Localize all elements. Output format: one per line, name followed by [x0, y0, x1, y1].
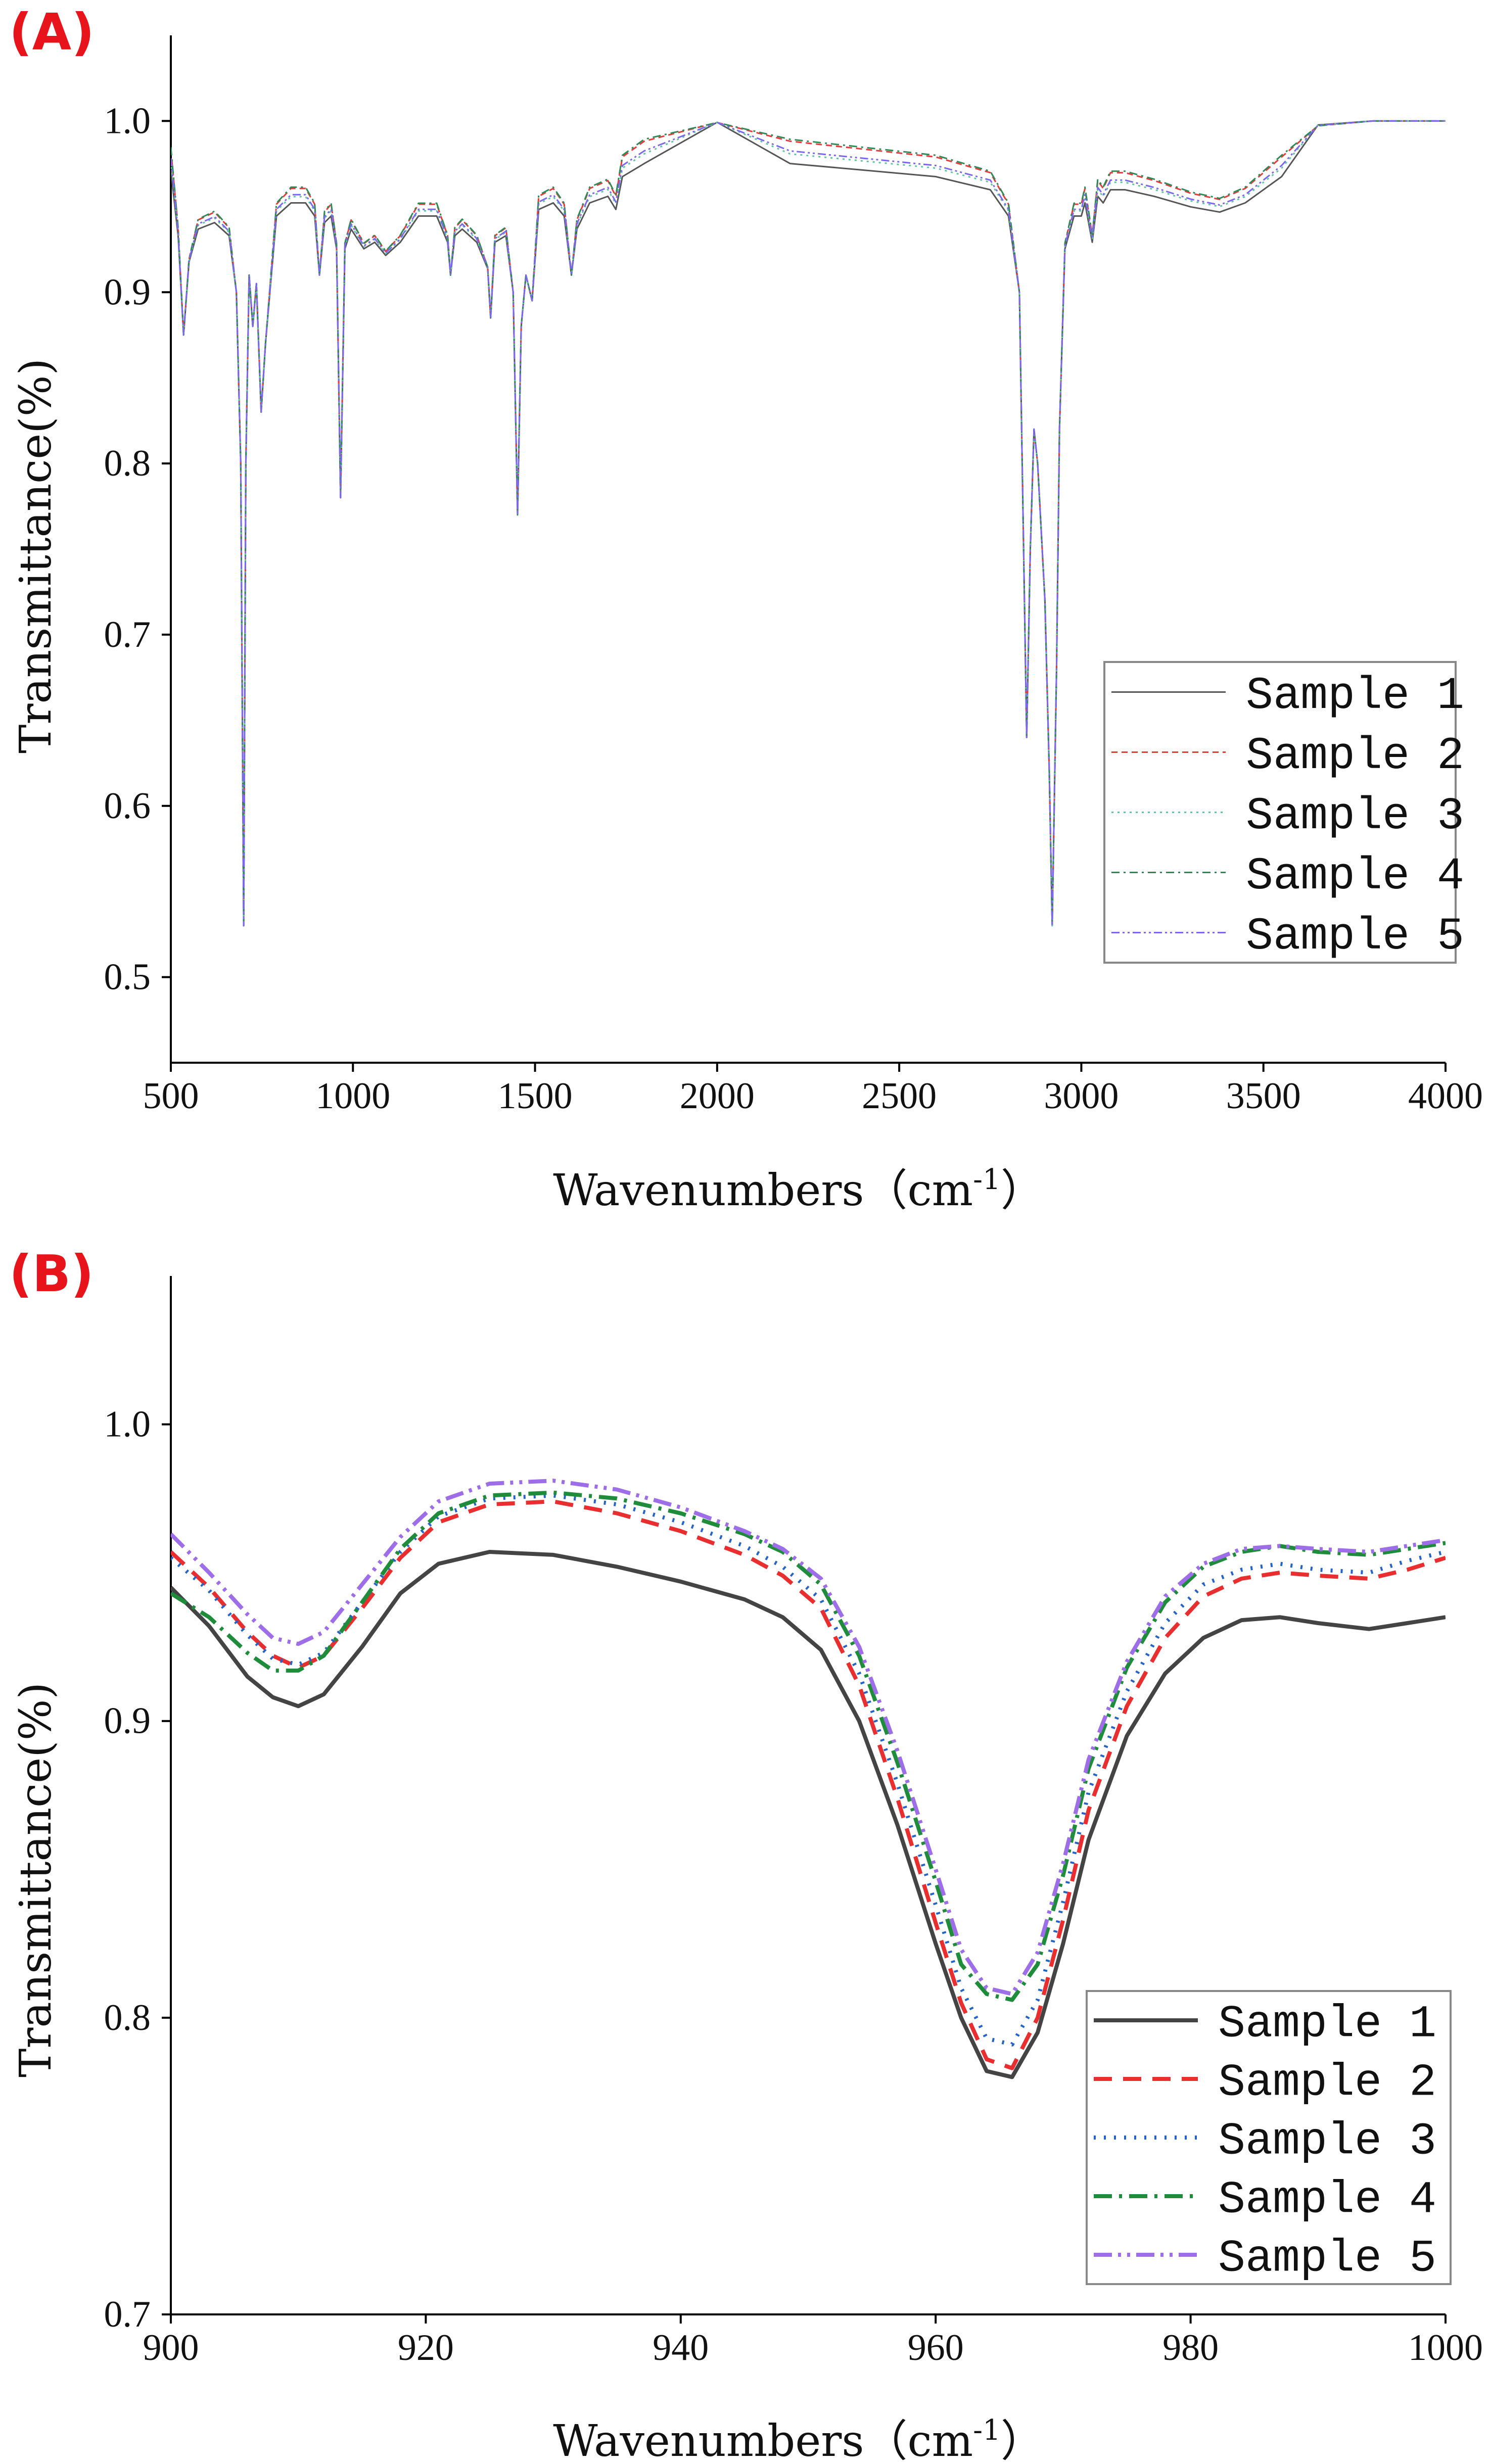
legend-box — [1086, 1990, 1452, 2285]
axes-b: 900 920 940 960 980 1000 0.7 0.8 0.9 1.0 — [104, 1276, 1483, 2368]
y-axis-title-b: Transmittance(%) — [11, 1682, 61, 2077]
plot-area-a — [171, 120, 1446, 927]
y-tick-label: 0.8 — [104, 443, 151, 484]
x-tick-label: 1000 — [1408, 2327, 1483, 2368]
x-tick-label: 500 — [143, 1075, 199, 1117]
x-axis-title-b: Wavenumbers（cm-1） — [553, 2414, 1044, 2464]
panel-label-b: (B) — [9, 1244, 94, 1303]
legend-label: Sample 2 — [1218, 2058, 1436, 2109]
axes-a: 500 1000 1500 2000 2500 3000 3500 4000 0.5 0.6 0.7… — [104, 35, 1483, 1117]
legend-label: Sample 1 — [1218, 1999, 1436, 2051]
plot-area-b — [171, 1479, 1446, 2079]
legend-label: Sample 2 — [1246, 731, 1464, 782]
chart-panel-a: (A) 500 1000 1500 2000 2500 3000 3500 4000 0.5 0.… — [9, 3, 1483, 1216]
y-tick-label: 0.6 — [104, 785, 151, 827]
legend-a: Sample 1 Sample 2 Sample 3 Sample 4 Sample 5 — [1103, 661, 1464, 964]
legend-label: Sample 3 — [1246, 791, 1464, 842]
legend-label: Sample 4 — [1246, 851, 1464, 903]
legend-label: Sample 3 — [1218, 2116, 1436, 2168]
chart-panel-b: (B) 900 920 940 960 980 1000 0.7 0.8 0.9 1.0 Tran… — [9, 1244, 1483, 2464]
x-tick-label: 2000 — [680, 1075, 755, 1117]
legend-b: Sample 1 Sample 2 Sample 3 Sample 4 Sample 5 — [1086, 1990, 1452, 2285]
x-tick-label: 4000 — [1408, 1075, 1483, 1117]
series-line-2 — [171, 1499, 1446, 2070]
x-tick-label: 1000 — [315, 1075, 390, 1117]
x-axis-title-a: Wavenumbers（cm-1） — [553, 1163, 1044, 1216]
y-tick-label: 0.9 — [104, 271, 151, 313]
series-line-3 — [171, 1493, 1446, 2047]
legend-label: Sample 4 — [1218, 2175, 1436, 2226]
series-line-4 — [171, 1490, 1446, 2002]
y-axis-title-a: Transmittance(%) — [11, 358, 61, 753]
x-tick-label: 2500 — [862, 1075, 937, 1117]
y-tick-label: 1.0 — [104, 100, 151, 141]
y-tick-label: 0.9 — [104, 1700, 151, 1742]
legend-label: Sample 1 — [1246, 671, 1464, 722]
x-tick-label: 980 — [1162, 2327, 1219, 2368]
x-tick-label: 960 — [908, 2327, 964, 2368]
y-tick-label: 0.7 — [104, 2294, 151, 2335]
legend-box — [1103, 661, 1457, 964]
y-tick-label: 0.5 — [104, 957, 151, 998]
x-tick-label: 940 — [653, 2327, 709, 2368]
y-tick-label: 0.7 — [104, 614, 151, 655]
legend-label: Sample 5 — [1246, 911, 1464, 963]
x-tick-label: 900 — [143, 2327, 199, 2368]
series-line-5 — [171, 120, 1446, 927]
series-line-5 — [171, 1479, 1446, 1996]
x-tick-label: 920 — [398, 2327, 454, 2368]
legend-label: Sample 5 — [1218, 2234, 1436, 2285]
panel-label-a: (A) — [9, 3, 95, 62]
series-line-1 — [171, 1550, 1446, 2079]
y-tick-label: 0.8 — [104, 1997, 151, 2039]
x-tick-label: 1500 — [498, 1075, 573, 1117]
x-tick-label: 3000 — [1044, 1075, 1119, 1117]
y-tick-label: 1.0 — [104, 1404, 151, 1445]
x-tick-label: 3500 — [1226, 1075, 1301, 1117]
